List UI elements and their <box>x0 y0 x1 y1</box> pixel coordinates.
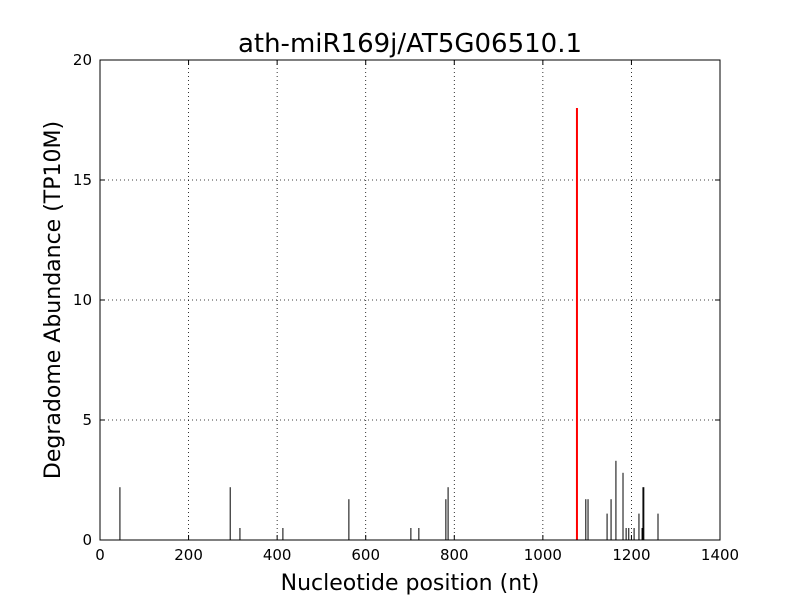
y-tick-label: 10 <box>73 291 92 309</box>
y-axis-label: Degradome Abundance (TP10M) <box>41 121 66 479</box>
y-tick-label: 15 <box>73 171 92 189</box>
chart-title: ath-miR169j/AT5G06510.1 <box>238 29 582 59</box>
x-tick-label: 1200 <box>612 546 650 564</box>
x-tick-label: 200 <box>174 546 203 564</box>
axes-frame <box>99 59 721 541</box>
x-tick-label: 1400 <box>701 546 739 564</box>
x-tick-label: 0 <box>95 546 105 564</box>
y-tick-label: 0 <box>82 531 92 549</box>
y-tick-label: 20 <box>73 51 92 69</box>
x-tick-label: 800 <box>440 546 469 564</box>
x-tick-label: 1000 <box>524 546 562 564</box>
x-tick-label: 400 <box>263 546 292 564</box>
y-tick-label: 5 <box>82 411 92 429</box>
x-tick-label: 600 <box>351 546 380 564</box>
x-axis-label: Nucleotide position (nt) <box>281 571 540 596</box>
